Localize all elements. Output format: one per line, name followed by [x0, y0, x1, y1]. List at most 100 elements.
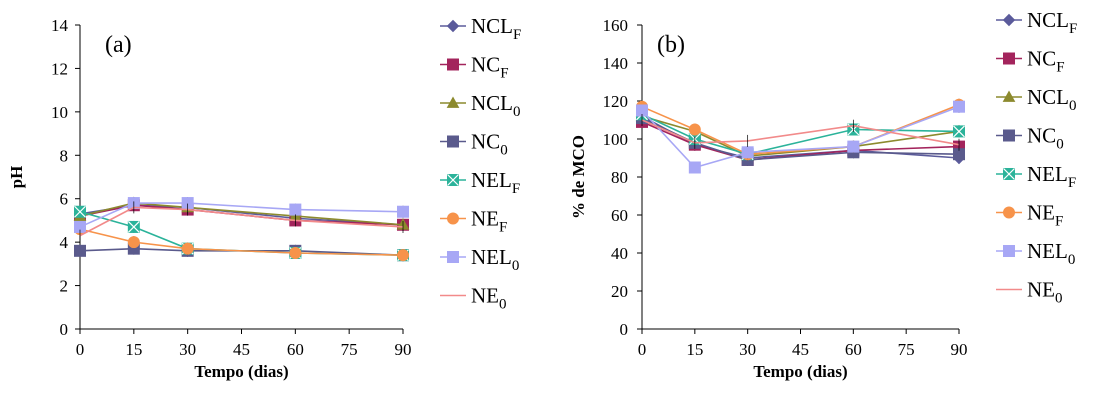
y-tick-label: 140 [603, 54, 629, 73]
series-NEF [74, 223, 409, 262]
legend-marker [446, 19, 460, 33]
data-point [688, 123, 701, 136]
legend-entry-NCF: NCF [440, 53, 509, 82]
series-NEL0 [636, 100, 965, 174]
legend-label: NCLF [1027, 8, 1077, 37]
legend-label: NCLF [471, 14, 521, 43]
panel-b: 0 20 40 60 80 100 120 140 160 0 15 30 45 60 75 90 Tempo … [569, 8, 1077, 381]
series-NE0 [641, 114, 960, 151]
data-point [127, 220, 140, 233]
legend-marker [1003, 245, 1015, 257]
legend-subscript: 0 [512, 258, 520, 274]
legend-name: NCL [471, 91, 513, 115]
legend-name: NEL [1027, 239, 1068, 263]
y-tick-label: 2 [60, 277, 69, 296]
series-NELF [636, 108, 965, 161]
data-point [289, 203, 302, 216]
data-point [953, 125, 965, 138]
legend-label: NC0 [1027, 124, 1064, 153]
legend-subscript: 0 [500, 143, 508, 159]
data-point [741, 146, 754, 159]
y-axis-title: % de MCO [569, 135, 588, 219]
y-tick-label: 0 [620, 320, 629, 339]
x-tick-label: 15 [686, 340, 703, 359]
series-NE0 [79, 201, 404, 242]
data-point [397, 205, 409, 218]
legend-subscript: 0 [499, 297, 507, 313]
legend-subscript: F [1069, 21, 1077, 37]
x-tick-label: 0 [76, 340, 85, 359]
legend-marker [447, 251, 459, 263]
y-tick-label: 8 [60, 146, 69, 165]
legend-subscript: F [1056, 60, 1064, 76]
legend-label: NEL0 [471, 245, 519, 274]
legend-name: NEL [471, 245, 512, 269]
x-tick-label: 30 [179, 340, 196, 359]
legend-name: NC [1027, 124, 1056, 148]
y-tick-label: 10 [51, 103, 68, 122]
panel-label: (b) [657, 32, 685, 58]
data-point [847, 140, 860, 153]
x-tick-label: 75 [898, 340, 915, 359]
data-point-x2 [953, 125, 965, 138]
y-tick-label: 12 [51, 59, 68, 78]
legend-marker [447, 58, 459, 71]
x-axis-title: Tempo (dias) [194, 362, 288, 381]
legend-name: NC [471, 130, 500, 154]
y-axis-title: pH [7, 166, 26, 189]
legend-subscript: F [1055, 214, 1063, 230]
legend-subscript: 0 [513, 104, 521, 120]
y-tick-label: 20 [611, 282, 628, 301]
legend-name: NC [471, 53, 500, 77]
y-tick-label: 14 [51, 16, 69, 35]
legend-subscript: F [513, 27, 521, 43]
legend-entry-NC0: NC0 [440, 130, 508, 159]
legend-label: NCF [1027, 47, 1065, 76]
legend-entry-NCLF: NCLF [440, 14, 521, 43]
legend-entry-NCL0: NCL0 [440, 91, 521, 120]
legend-name: NCL [1027, 8, 1069, 32]
data-point [688, 161, 701, 174]
legend-name: NE [471, 284, 499, 308]
x-axis-title: Tempo (dias) [753, 362, 847, 381]
legend-entry-NCL0: NCL0 [996, 85, 1077, 114]
data-point [127, 236, 140, 249]
legend-marker-x2 [447, 174, 459, 186]
legend-subscript: F [512, 181, 520, 197]
series-NCL0 [73, 196, 410, 231]
data-point-x2 [127, 221, 140, 233]
legend-marker [447, 135, 459, 148]
y-tick-label: 80 [611, 168, 628, 187]
legend-subscript: F [1068, 175, 1076, 191]
data-point [397, 249, 409, 262]
y-tick-label: 6 [60, 190, 69, 209]
y-tick-label: 120 [603, 92, 629, 111]
data-point-x2 [74, 205, 86, 218]
legend-label: NEF [1027, 201, 1063, 230]
data-point [181, 242, 194, 255]
legend-marker [1002, 13, 1016, 27]
legend-entry-NEF: NEF [440, 207, 507, 236]
legend-label: NCF [471, 53, 509, 82]
y-tick-label: 40 [611, 244, 628, 263]
legend-entry-NE0: NE0 [996, 278, 1063, 307]
legend-marker [1003, 52, 1015, 65]
y-tick-label: 160 [603, 16, 629, 35]
legend-label: NC0 [471, 130, 508, 159]
panel-a: 0 2 4 6 8 10 12 14 0 15 30 45 60 75 90 Tempo (dias) pH (a… [7, 14, 521, 381]
x-tick-label: 90 [951, 340, 968, 359]
legend-marker [447, 212, 459, 225]
legend-label: NCL0 [1027, 85, 1077, 114]
legend-marker [1003, 168, 1015, 180]
legend-name: NE [471, 207, 499, 231]
x-tick-label: 60 [287, 340, 304, 359]
legend-name: NE [1027, 201, 1055, 225]
data-point [953, 100, 965, 113]
data-point [74, 205, 86, 218]
x-tick-label: 45 [233, 340, 250, 359]
legend-label: NE0 [1027, 278, 1063, 307]
legend-label: NELF [1027, 162, 1076, 191]
legend-name: NE [1027, 278, 1055, 302]
legend-subscript: 0 [1068, 252, 1076, 268]
